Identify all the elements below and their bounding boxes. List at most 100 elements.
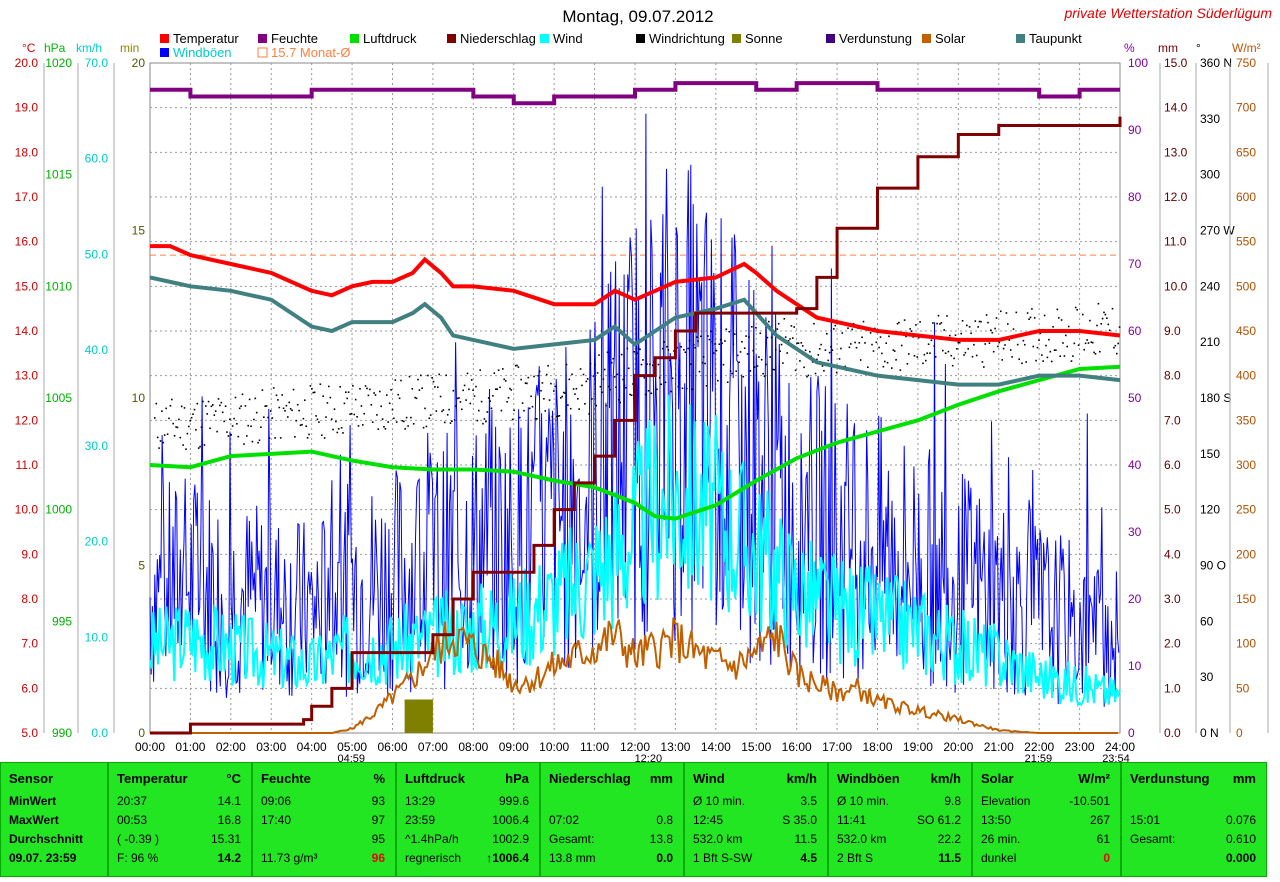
- wind-direction-dot: [768, 320, 770, 323]
- evap-row-1: 15:01 0.076: [1130, 811, 1260, 829]
- wind-direction-dot: [881, 352, 883, 355]
- wind-direction-dot: [562, 391, 565, 394]
- wind-direction-dot: [195, 429, 197, 431]
- wind-direction-dot: [335, 420, 337, 423]
- col-wind: Wind km/h Ø 10 min. 3.5 12:45 S 35.0 532.0 km 1…: [684, 762, 828, 877]
- wind-direction-dot: [470, 379, 473, 381]
- wind-direction-dot: [1009, 349, 1012, 351]
- wind-direction-dot: [158, 447, 160, 449]
- wind-direction-dot: [734, 333, 736, 335]
- temp-tick: 12.0: [15, 413, 39, 427]
- temp-tick: 17.0: [15, 190, 39, 204]
- gusts-row-2: 532.0 km 22.2: [837, 830, 965, 848]
- solar-row-3-label: dunkel: [981, 851, 1017, 865]
- wind-direction-dot: [531, 405, 534, 408]
- x-tick: 17:00: [822, 740, 852, 754]
- solar-row-0: Elevation -10.501: [981, 792, 1114, 810]
- wind-direction-dot: [540, 389, 542, 392]
- wind-direction-dot: [250, 425, 252, 428]
- humidity-tick: 0: [1128, 726, 1135, 740]
- wind-direction-dot: [618, 399, 620, 401]
- wind-direction-dot: [957, 341, 960, 344]
- wind-direction-dot: [833, 328, 835, 330]
- wind-direction-dot: [236, 423, 238, 425]
- wind-direction-dot: [337, 428, 340, 430]
- wind-direction-dot: [180, 405, 183, 408]
- wind-direction-dot: [886, 361, 889, 364]
- temp-row-0-value: 14.1: [217, 794, 241, 808]
- wind-direction-dot: [350, 412, 353, 415]
- wind-direction-dot: [823, 370, 825, 372]
- wind-direction-dot: [707, 335, 709, 337]
- wind-direction-dot: [366, 387, 368, 390]
- direction-tick: 240: [1200, 279, 1220, 293]
- pressure-header-unit: hPa: [505, 771, 529, 786]
- wind-direction-dot: [168, 417, 170, 420]
- wind-direction-dot: [867, 366, 869, 368]
- wind-direction-dot: [516, 364, 518, 367]
- wind-direction-dot: [569, 407, 572, 410]
- wind-direction-dot: [333, 408, 336, 410]
- rain-tick: 14.0: [1164, 101, 1188, 115]
- humidity-row-1-value: 97: [371, 813, 385, 827]
- temp-row-3-value: 14.2: [217, 851, 241, 865]
- wind-row-3-value: 4.5: [800, 851, 817, 865]
- row-label-max: MaxWert: [9, 813, 59, 827]
- wind-direction-dot: [221, 411, 224, 414]
- wind-row-3: 1 Bft S-SW 4.5: [693, 849, 821, 867]
- x-tick: 07:00: [418, 740, 448, 754]
- x-tick: 08:00: [458, 740, 488, 754]
- wind-direction-dot: [739, 351, 742, 353]
- wind-direction-dot: [763, 375, 766, 377]
- wind-direction-dot: [961, 320, 964, 322]
- wind-direction-dot: [847, 327, 849, 329]
- wind-direction-dot: [282, 407, 285, 410]
- wind-direction-dot: [1055, 349, 1057, 351]
- wind-direction-dot: [834, 324, 837, 327]
- wind-direction-dot: [229, 418, 231, 421]
- wind-direction-dot: [299, 424, 302, 426]
- solar-row-2-value: 61: [1096, 832, 1110, 846]
- wind-direction-dot: [964, 351, 967, 354]
- legend-swatch: [636, 34, 645, 43]
- event-marker-label: 12:20: [635, 753, 663, 762]
- weather-chart: Montag, 09.07.2012 private Wetterstation…: [15, 5, 1273, 762]
- wind-direction-dot: [910, 330, 913, 332]
- wind-direction-dot: [1048, 338, 1050, 341]
- wind-direction-dot: [311, 388, 313, 390]
- wind-direction-dot: [233, 417, 235, 420]
- series-wind-direction: [154, 302, 1121, 450]
- wind-direction-dot: [359, 388, 361, 390]
- legend-label: Windrichtung: [649, 31, 725, 46]
- wind-direction-dot: [161, 410, 163, 412]
- direction-tick: 210: [1200, 335, 1220, 349]
- wind-direction-dot: [502, 368, 504, 370]
- wind-direction-dot: [650, 392, 653, 395]
- wind-direction-dot: [298, 409, 300, 412]
- wind-direction-dot: [183, 407, 186, 409]
- wind-direction-dot: [765, 363, 767, 366]
- solar-row-1-value: 267: [1089, 813, 1110, 827]
- wind-direction-dot: [1093, 351, 1095, 354]
- wind-direction-dot: [1024, 343, 1026, 346]
- wind-direction-dot: [288, 401, 290, 404]
- sun-tick: 10: [132, 391, 146, 405]
- wind-direction-dot: [994, 327, 996, 330]
- wind-direction-dot: [483, 418, 486, 420]
- wind-direction-dot: [1108, 329, 1111, 332]
- wind-direction-dot: [956, 348, 958, 350]
- wind-direction-dot: [990, 329, 992, 331]
- wind-direction-dot: [349, 413, 351, 415]
- wind-direction-dot: [1039, 332, 1042, 335]
- wind-direction-dot: [1111, 307, 1114, 310]
- wind-direction-dot: [988, 342, 991, 344]
- wind-direction-dot: [209, 427, 211, 430]
- wind-direction-dot: [244, 405, 247, 407]
- wind-direction-dot: [917, 336, 920, 339]
- wind-direction-dot: [925, 359, 927, 362]
- wind-direction-dot: [879, 336, 882, 338]
- wind-direction-dot: [758, 356, 760, 358]
- wind-direction-dot: [291, 409, 293, 412]
- wind-direction-dot: [1038, 339, 1040, 341]
- wind-direction-dot: [620, 353, 623, 356]
